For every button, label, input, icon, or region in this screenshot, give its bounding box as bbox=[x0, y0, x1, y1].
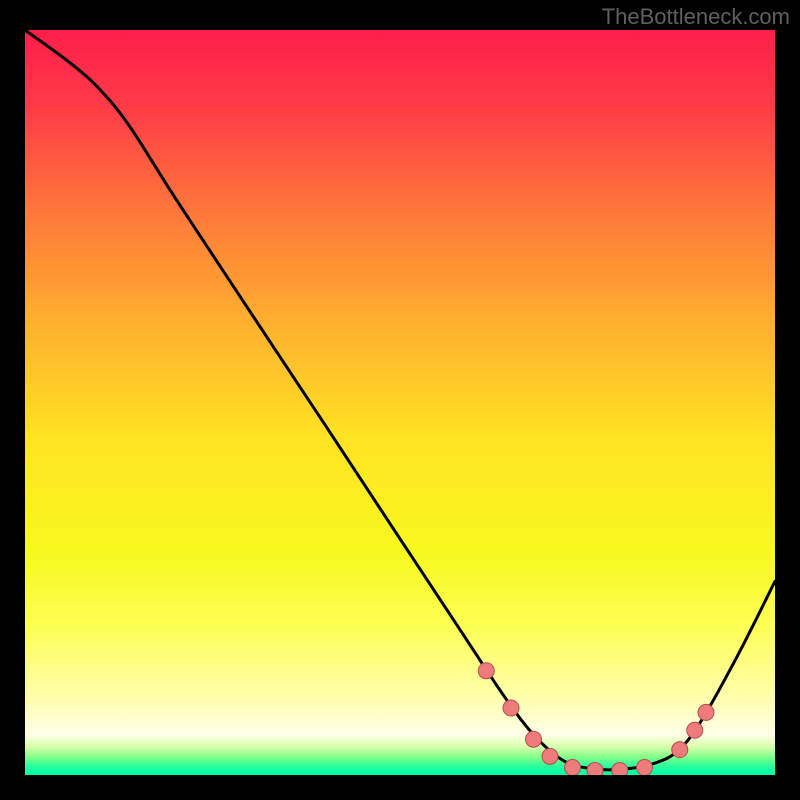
data-marker bbox=[587, 763, 603, 775]
data-marker bbox=[698, 704, 714, 720]
data-marker bbox=[478, 663, 494, 679]
data-marker bbox=[526, 731, 542, 747]
data-marker bbox=[672, 742, 688, 758]
gradient-background bbox=[25, 30, 775, 775]
watermark-text: TheBottleneck.com bbox=[602, 4, 790, 30]
data-marker bbox=[503, 700, 519, 716]
plot-area bbox=[25, 30, 775, 775]
plot-svg bbox=[25, 30, 775, 775]
chart-container: TheBottleneck.com bbox=[0, 0, 800, 800]
data-marker bbox=[612, 763, 628, 775]
data-marker bbox=[687, 722, 703, 738]
data-marker bbox=[565, 760, 581, 775]
data-marker bbox=[637, 760, 653, 775]
data-marker bbox=[542, 748, 558, 764]
